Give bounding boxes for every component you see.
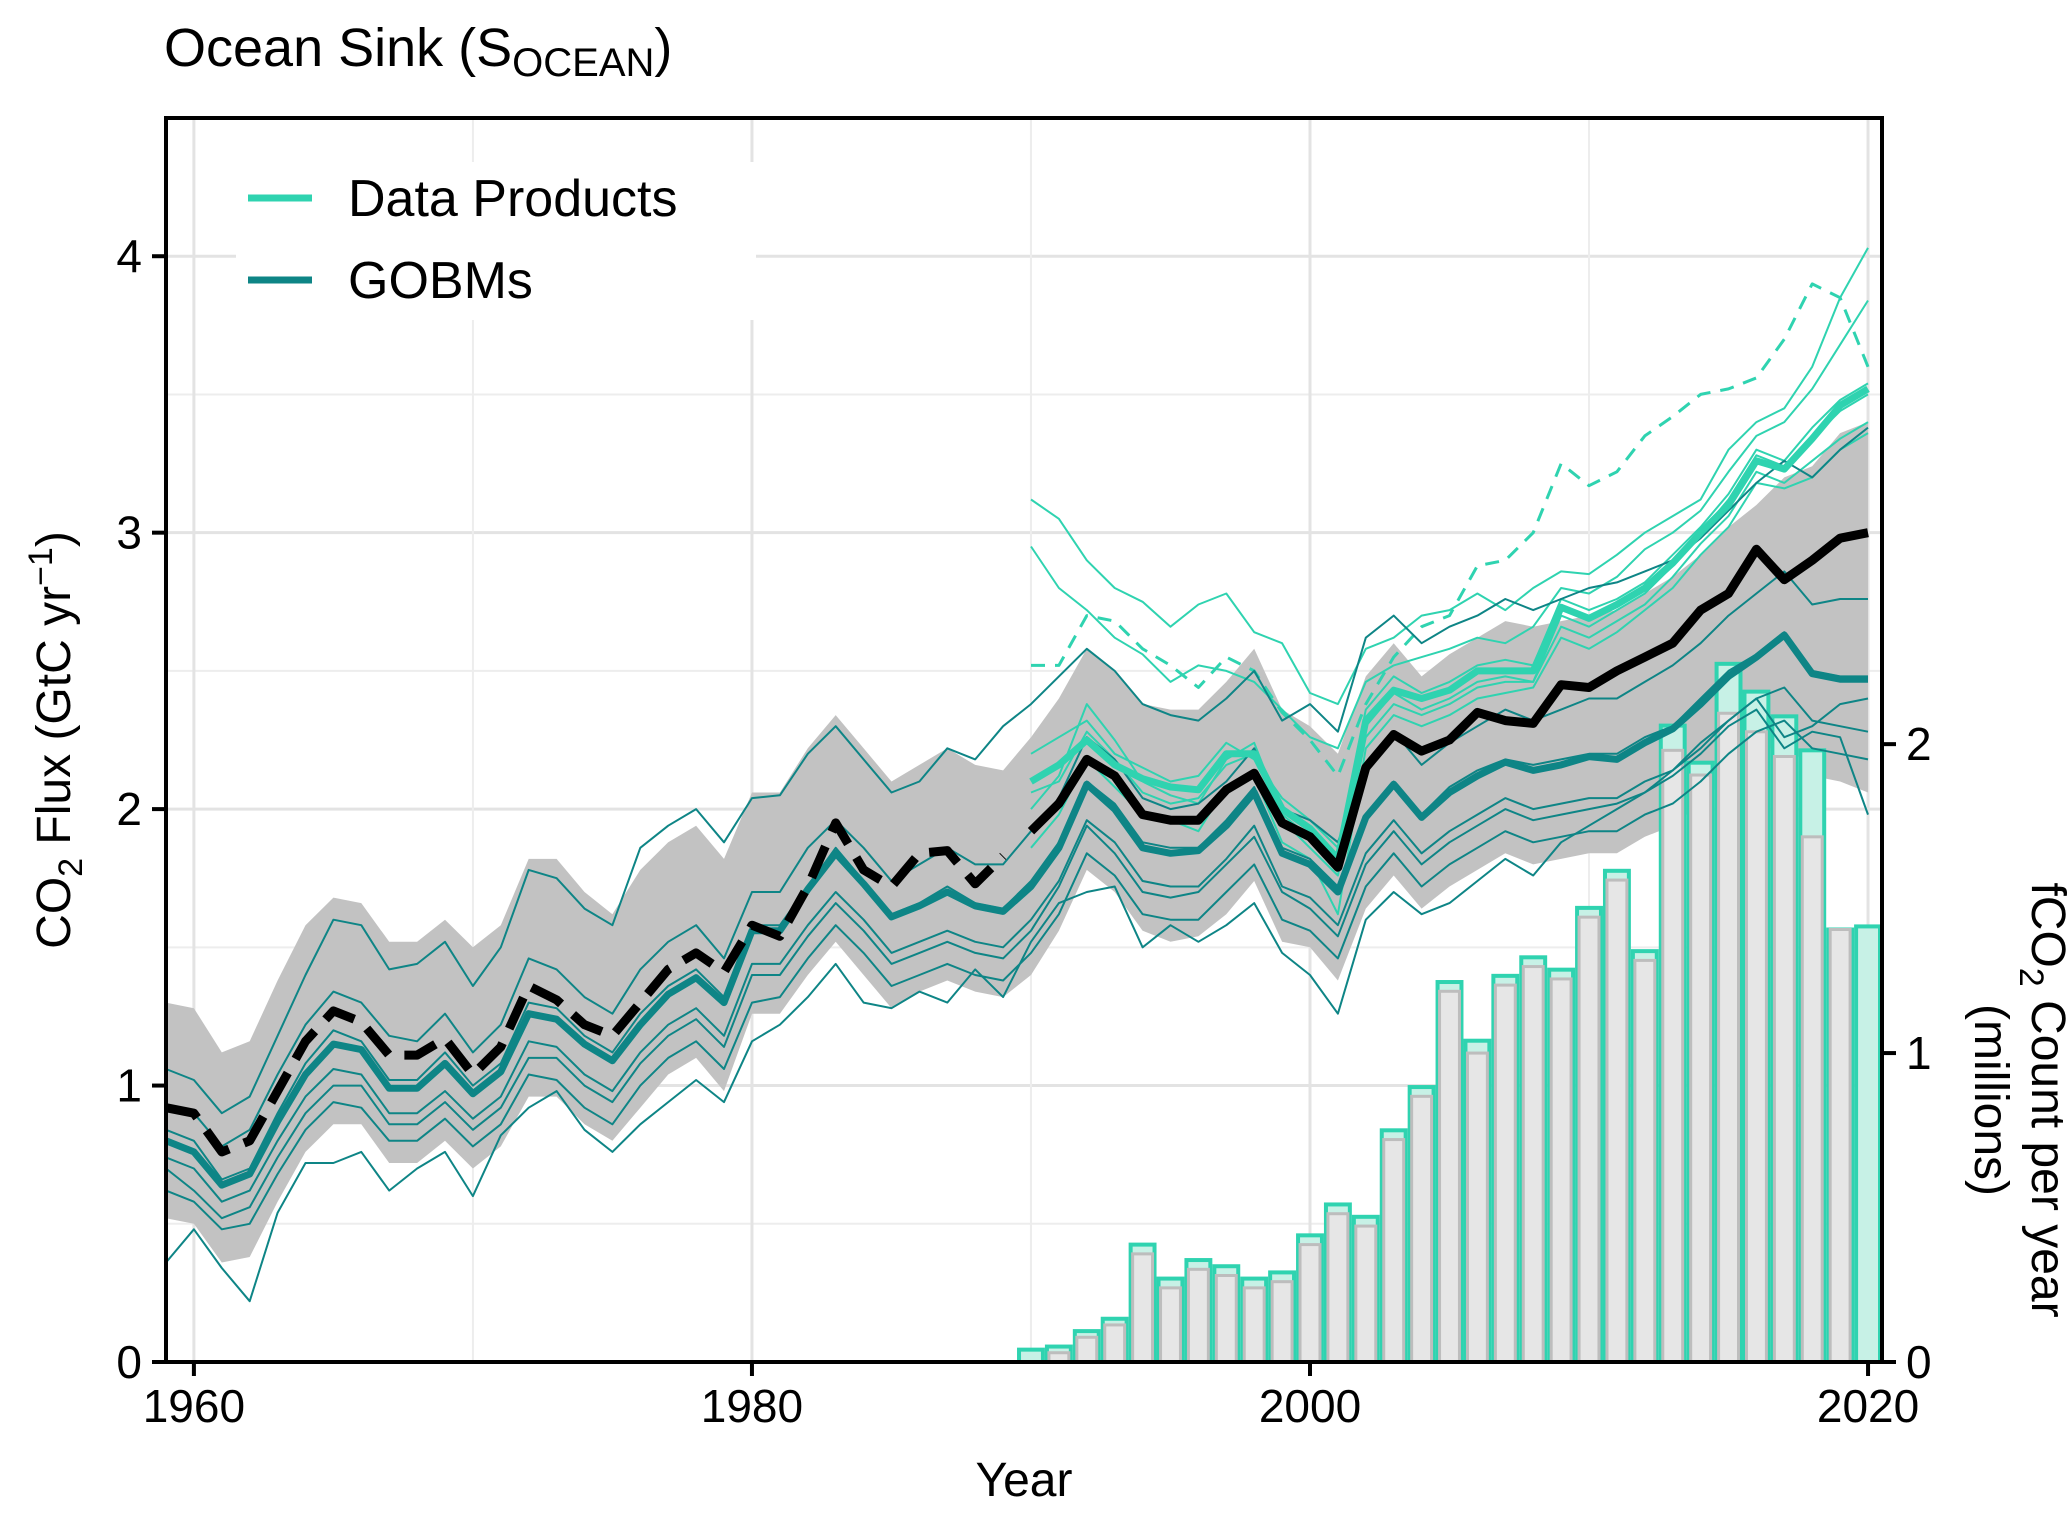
count-bar-grey [1270, 1280, 1294, 1364]
count-bar-total [1854, 924, 1882, 1364]
count-bar-grey [1744, 730, 1768, 1364]
data-product-dashed-line [1031, 282, 1870, 778]
legend-label-gobms: GOBMs [348, 252, 533, 310]
legend-label-data-products: Data Products [348, 170, 678, 228]
legend-box [236, 162, 756, 320]
count-bar-grey [1605, 878, 1629, 1364]
count-bar-grey [1186, 1267, 1210, 1364]
x-tick-label: 2000 [1259, 1380, 1361, 1432]
x-tick-label: 2020 [1817, 1380, 1919, 1432]
y-tick-label: 4 [116, 230, 142, 282]
y-axis-label: CO2 Flux (GtC yr−1) [22, 531, 90, 949]
y2-tick-label: 1 [1906, 1027, 1932, 1079]
count-bar-grey [1354, 1224, 1378, 1364]
gobm-member-line [165, 570, 1868, 1148]
count-bar-grey [1577, 915, 1601, 1364]
y2-axis-label: fCO2 Count per year [2012, 882, 2067, 1317]
count-bar-grey [1298, 1243, 1322, 1364]
count-bar-grey [1828, 928, 1852, 1364]
count-bar-grey [1131, 1252, 1155, 1364]
uncertainty-envelope [166, 422, 1868, 1263]
gobm-member-line [165, 686, 1869, 1203]
gobm-member-line [165, 708, 1869, 1220]
x-tick-label: 1980 [701, 1380, 803, 1432]
legend: Data Products GOBMs [236, 162, 756, 320]
data-product-member-line [1030, 247, 1869, 706]
count-bar-grey [1661, 748, 1685, 1364]
y-tick-label: 1 [116, 1060, 142, 1112]
gobm-mean-line [164, 631, 1868, 1189]
y2-tick-label: 0 [1906, 1336, 1932, 1388]
count-bar-grey [1689, 773, 1713, 1364]
count-bar-grey [1103, 1323, 1127, 1364]
envelope-layer [166, 422, 1868, 1263]
data-product-member-line [1030, 299, 1869, 750]
data-product-mean-line [1029, 385, 1870, 863]
budget-dashed-line [165, 818, 1007, 1157]
count-bar-grey [1717, 711, 1740, 1364]
count-bar-grey [1159, 1286, 1182, 1364]
count-bar-grey [1521, 965, 1545, 1364]
count-bar-grey [1242, 1286, 1266, 1364]
x-tick-label: 1960 [143, 1380, 245, 1432]
data-product-member-line [1030, 421, 1869, 877]
y-tick-label: 2 [116, 783, 142, 835]
means-layer [164, 385, 1870, 1189]
chart-title: Ocean Sink (SOCEAN) [164, 18, 672, 85]
data-product-member-line [1030, 382, 1869, 849]
count-bar-grey [1214, 1274, 1238, 1364]
count-bar-grey [1075, 1335, 1099, 1364]
count-bar-grey [1772, 755, 1796, 1364]
count-bar-grey [1382, 1138, 1406, 1364]
gobm-member-line [165, 719, 1869, 1231]
y-tick-label: 3 [116, 507, 142, 559]
gobm-member-line [165, 697, 1869, 1303]
count-bar-grey [1549, 977, 1573, 1364]
count-bar-grey [1633, 958, 1657, 1364]
count-bar-grey [1800, 835, 1824, 1364]
plot-frame [164, 116, 1884, 1364]
count-bar-grey [1493, 983, 1517, 1364]
count-bar-grey [1438, 989, 1461, 1364]
count-bar-grey [1410, 1094, 1434, 1364]
count-bar-grey [1326, 1212, 1350, 1364]
chart-title-subscript: OCEAN [512, 41, 654, 85]
count-bar-grey [1465, 1051, 1489, 1364]
x-axis-label: Year [976, 1454, 1073, 1507]
y2-tick-label: 2 [1906, 718, 1932, 770]
budget-solid-line [1027, 528, 1869, 872]
gobm-member-line [165, 426, 1869, 1115]
y-tick-label: 0 [116, 1336, 142, 1388]
y2-axis-label-line2: (millions) [1964, 1004, 2017, 1196]
